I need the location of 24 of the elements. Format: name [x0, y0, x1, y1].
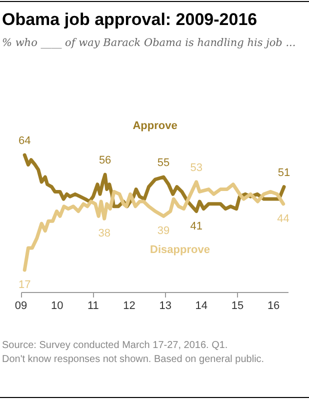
x-tick-label: 14 — [195, 300, 208, 312]
source-note: Source: Survey conducted March 17-27, 2016. Q1. — [2, 339, 229, 353]
x-tick-label: 09 — [14, 300, 28, 312]
data-label: 41 — [190, 220, 202, 232]
text: Disapprove — [150, 244, 210, 256]
x-tick-label: 16 — [267, 300, 280, 312]
data-label: 44 — [277, 212, 290, 225]
x-tick-label: 12 — [123, 300, 136, 312]
x-tick-label: 10 — [50, 300, 64, 312]
data-label: 17 — [18, 279, 31, 291]
x-tick-label: 11 — [87, 300, 99, 312]
x-tick-label: 15 — [231, 300, 244, 312]
data-label: 56 — [98, 154, 112, 167]
chart-title: Obama job approval: 2009-2016 — [2, 10, 258, 30]
text: Don't know responses not shown. Based on general public. — [2, 353, 264, 367]
data-label: 38 — [98, 228, 110, 240]
data-label: 53 — [190, 162, 202, 174]
data-label: 39 — [157, 225, 170, 238]
data-label: 55 — [157, 157, 170, 170]
data-label: 64 — [18, 135, 31, 147]
text: Approve — [132, 120, 178, 132]
chart-subtitle: % who ____ of way Barack Obama is handling his job ... — [2, 37, 296, 49]
x-tick-label: 13 — [159, 300, 172, 312]
data-label: 51 — [278, 166, 290, 179]
